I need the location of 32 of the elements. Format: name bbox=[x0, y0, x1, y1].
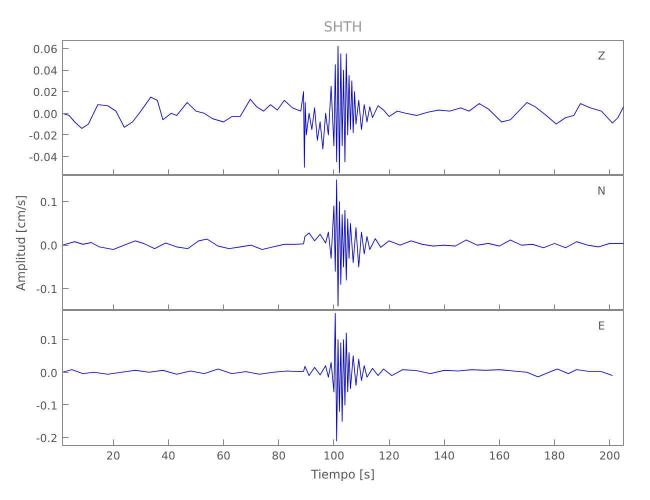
y-tick-label: -0.02 bbox=[29, 129, 58, 142]
y-tick-label: -0.2 bbox=[36, 432, 58, 446]
annotation: Z bbox=[598, 50, 606, 62]
line-series bbox=[62, 46, 624, 174]
line-series bbox=[62, 179, 624, 307]
x-axis-title: Tiempo [s] bbox=[310, 468, 375, 482]
x-tick-label: 160 bbox=[488, 450, 510, 462]
x-tick-label: 80 bbox=[272, 450, 286, 462]
y-tick-label: -0.1 bbox=[36, 399, 58, 412]
y-tick-label: -0.04 bbox=[29, 150, 58, 164]
x-tick-label: 100 bbox=[323, 450, 344, 462]
annotation: E bbox=[598, 320, 606, 332]
y-tick-label: 0.1 bbox=[40, 196, 58, 210]
x-tick-label: 120 bbox=[378, 450, 400, 462]
x-tick-label: 180 bbox=[544, 450, 566, 462]
y-axis-title: Amplitud [cm/s] bbox=[14, 195, 28, 291]
y-tick-label: 0.00 bbox=[33, 108, 58, 121]
y-tick-label: 0.0 bbox=[40, 366, 58, 380]
line-series bbox=[62, 313, 613, 442]
y-tick-label: 0.06 bbox=[33, 42, 58, 56]
y-tick-label: 0.0 bbox=[40, 240, 58, 253]
x-tick-label: 40 bbox=[161, 450, 176, 462]
y-tick-label: -0.1 bbox=[36, 283, 58, 296]
x-tick-label: 20 bbox=[106, 450, 120, 462]
x-tick-label: 140 bbox=[434, 450, 455, 462]
y-tick-label: 0.04 bbox=[33, 64, 58, 78]
annotation: N bbox=[597, 184, 606, 198]
x-tick-label: 60 bbox=[216, 450, 231, 462]
y-tick-label: 0.02 bbox=[33, 86, 58, 100]
x-tick-label: 200 bbox=[599, 450, 620, 462]
chart-title: SHTH bbox=[324, 20, 362, 36]
y-tick-label: 0.1 bbox=[40, 334, 58, 348]
